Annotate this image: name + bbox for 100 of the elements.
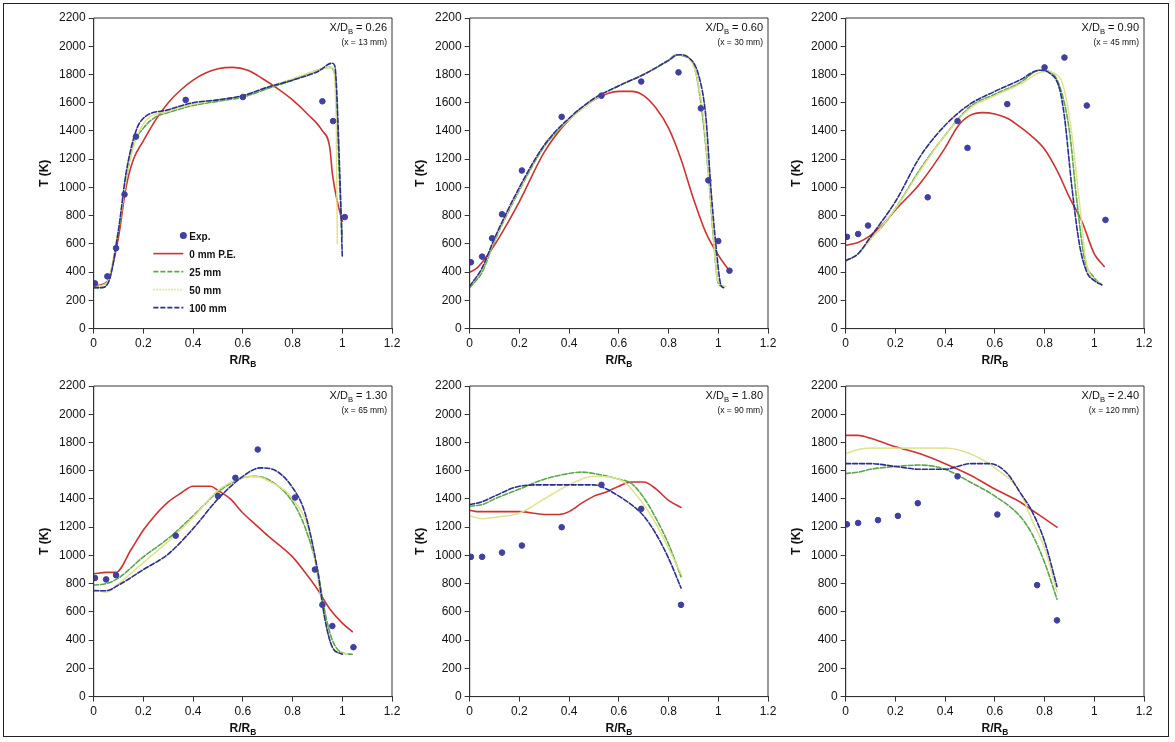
x-tick-label: 1	[338, 336, 346, 351]
y-tick-label: 2200	[434, 10, 463, 25]
y-tick-label: 1800	[434, 66, 463, 81]
y-tick-label: 1600	[58, 95, 87, 110]
y-tick-label: 1000	[58, 547, 87, 562]
x-tick-label: 1	[1090, 704, 1098, 719]
y-tick-label: 600	[441, 236, 463, 251]
y-tick-label: 2000	[58, 38, 87, 53]
y-tick-label: 2000	[58, 406, 87, 421]
y-tick-label: 800	[441, 575, 463, 590]
legend-label: 25 mm	[189, 266, 222, 278]
y-tick-label: 1400	[58, 491, 87, 506]
y-tick-label: 1200	[810, 151, 839, 166]
y-tick-label: 400	[441, 632, 463, 647]
y-tick-label: 1200	[810, 519, 839, 534]
x-tick-label: 1	[714, 336, 722, 351]
x-tick-label: 0.6	[986, 336, 1004, 351]
x-tick-label: 1.2	[1135, 336, 1153, 351]
y-tick-label: 2200	[58, 378, 87, 393]
x-tick-label: 1.2	[759, 336, 777, 351]
y-tick-label: 1000	[58, 179, 87, 194]
x-tick-label: 0.2	[135, 704, 153, 719]
y-tick-label: 2200	[810, 378, 839, 393]
y-tick-label: 1800	[810, 66, 839, 81]
annotation: (x = 120 mm)	[1088, 405, 1140, 415]
y-tick-label: 200	[65, 660, 87, 675]
y-tick-label: 600	[65, 604, 87, 619]
y-tick-label: 600	[441, 604, 463, 619]
y-tick-label: 2200	[810, 10, 839, 25]
x-tick-label: 0.8	[660, 336, 678, 351]
x-tick-label: 1	[338, 704, 346, 719]
y-tick-label: 2000	[434, 406, 463, 421]
y-tick-label: 2000	[434, 38, 463, 53]
legend-label: Exp.	[189, 230, 211, 242]
y-tick-label: 800	[65, 207, 87, 222]
y-tick-label: 1400	[810, 123, 839, 138]
legend-label: 100 mm	[189, 302, 227, 314]
y-tick-label: 200	[441, 660, 463, 675]
y-tick-label: 800	[817, 575, 839, 590]
x-tick-label: 1	[714, 704, 722, 719]
y-tick-label: 1000	[810, 179, 839, 194]
y-tick-label: 1600	[434, 95, 463, 110]
x-tick-label: 0.6	[986, 704, 1004, 719]
x-tick-label: 0.8	[660, 704, 678, 719]
x-tick-label: 0.4	[560, 336, 578, 351]
y-tick-label: 1000	[434, 547, 463, 562]
y-tick-label: 2000	[810, 406, 839, 421]
x-tick-label: 0.2	[511, 704, 529, 719]
y-tick-label: 800	[65, 575, 87, 590]
y-tick-label: 1400	[434, 491, 463, 506]
x-tick-label: 0.4	[184, 704, 202, 719]
y-tick-label: 1200	[58, 519, 87, 534]
annotation: (x = 65 mm)	[341, 405, 388, 415]
y-tick-label: 200	[441, 292, 463, 307]
y-tick-label: 1800	[434, 434, 463, 449]
y-tick-label: 1800	[58, 66, 87, 81]
y-tick-label: 1800	[810, 434, 839, 449]
x-tick-label: 0.2	[135, 336, 153, 351]
x-tick-label: 0.2	[887, 704, 905, 719]
x-tick-label: 0.6	[234, 704, 252, 719]
x-tick-label: 1.2	[383, 704, 401, 719]
x-tick-label: 0.4	[936, 704, 954, 719]
y-tick-label: 2200	[434, 378, 463, 393]
x-tick-label: 0.8	[1036, 704, 1054, 719]
y-tick-label: 1600	[434, 463, 463, 478]
y-tick-label: 0	[831, 320, 839, 335]
x-tick-label: 1.2	[1135, 704, 1153, 719]
annotation: (x = 45 mm)	[1093, 37, 1140, 47]
y-axis-title: T (K)	[37, 527, 51, 555]
y-tick-label: 400	[817, 632, 839, 647]
x-tick-label: 0.2	[511, 336, 529, 351]
y-tick-label: 1400	[434, 123, 463, 138]
y-tick-label: 400	[65, 632, 87, 647]
x-tick-label: 0.8	[1036, 336, 1054, 351]
x-tick-label: 1	[1090, 336, 1098, 351]
y-tick-label: 1600	[810, 95, 839, 110]
y-tick-label: 0	[79, 320, 87, 335]
y-tick-label: 1200	[434, 151, 463, 166]
y-tick-label: 400	[817, 264, 839, 279]
x-tick-label: 0	[90, 704, 98, 719]
x-tick-label: 1.2	[383, 336, 401, 351]
y-tick-label: 1200	[434, 519, 463, 534]
y-axis-title: T (K)	[37, 159, 51, 187]
y-tick-label: 600	[817, 604, 839, 619]
legend-label: 50 mm	[189, 284, 222, 296]
y-tick-label: 200	[817, 660, 839, 675]
y-tick-label: 2200	[58, 10, 87, 25]
x-tick-label: 0.4	[560, 704, 578, 719]
y-tick-label: 0	[455, 320, 463, 335]
y-tick-label: 1800	[58, 434, 87, 449]
x-tick-label: 0	[842, 704, 850, 719]
x-tick-label: 0	[466, 704, 474, 719]
y-tick-label: 1400	[810, 491, 839, 506]
y-axis-title: T (K)	[789, 527, 803, 555]
x-tick-label: 1.2	[759, 704, 777, 719]
annotation: (x = 30 mm)	[717, 37, 764, 47]
y-tick-label: 1600	[58, 463, 87, 478]
y-tick-label: 1400	[58, 123, 87, 138]
y-tick-label: 600	[65, 236, 87, 251]
legend-label: 0 mm P.E.	[189, 248, 237, 260]
